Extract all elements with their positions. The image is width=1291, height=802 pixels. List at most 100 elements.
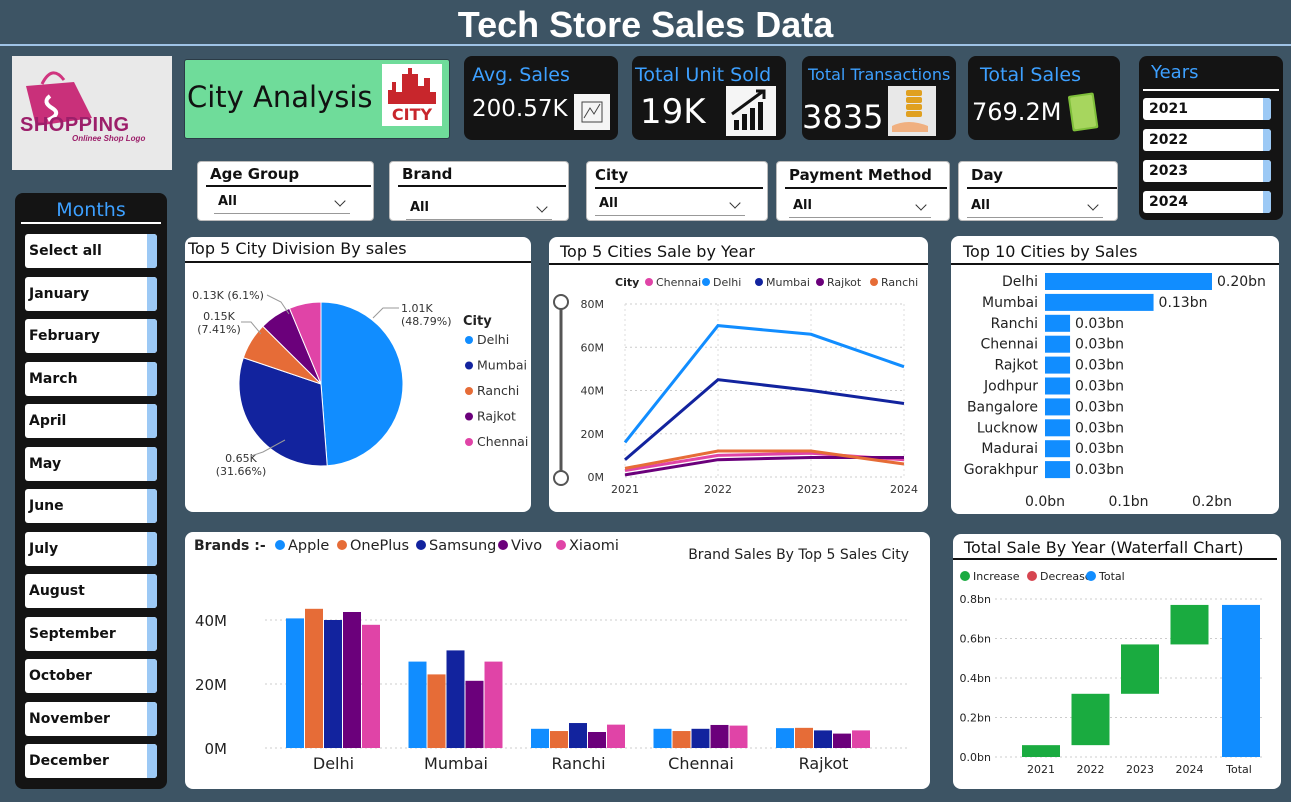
pie-data-percent: (48.79%) <box>401 315 452 328</box>
bar-ranchi <box>1045 314 1071 332</box>
month-option[interactable]: December <box>25 744 157 778</box>
y-tick-label: 80M <box>581 298 605 311</box>
bar-category-label: Bangalore <box>967 399 1038 415</box>
bar-xiaomi-ranchi <box>607 724 625 748</box>
pie-legend-item: Mumbai <box>477 358 527 373</box>
day-dropdown[interactable]: All <box>967 194 1103 218</box>
pie-data-label: 1.01K <box>401 302 433 315</box>
waterfall-chart: Increase Decrease Total 0.0bn 0.2bn 0.4bn 0.6b… <box>960 570 1265 776</box>
waterfall-chart-panel: Total Sale By Year (Waterfall Chart) Inc… <box>953 534 1281 789</box>
x-tick-label: Chennai <box>668 754 734 773</box>
bar-category-label: Lucknow <box>977 420 1038 436</box>
bar-category-label: Mumbai <box>982 295 1038 311</box>
month-option[interactable]: January <box>25 276 157 311</box>
year-option[interactable]: 2022 <box>1143 129 1271 151</box>
bar-oneplus-ranchi <box>550 731 568 748</box>
y-tick-label: 0.0bn <box>960 751 991 764</box>
filter-divider <box>785 187 947 189</box>
brand-chart-panel: Brands :- Apple OnePlus Samsung Vivo Xiaomi Br… <box>185 532 930 789</box>
bar-samsung-chennai <box>691 728 710 748</box>
filter-label: City <box>595 166 629 184</box>
bar-category-label: Madurai <box>981 441 1038 457</box>
panel-divider <box>951 263 1279 265</box>
month-option[interactable]: November <box>25 701 157 736</box>
month-option[interactable]: March <box>25 361 157 396</box>
y-tick-label: 20M <box>581 428 605 441</box>
brand-legend-item: Vivo <box>511 538 542 554</box>
bar-apple-ranchi <box>531 728 549 748</box>
chevron-down-icon <box>915 199 927 211</box>
growth-chart-icon <box>726 86 776 136</box>
bar-oneplus-chennai <box>672 731 691 748</box>
chevron-down-icon <box>536 201 548 213</box>
month-option[interactable]: September <box>25 616 157 651</box>
payment-method-dropdown[interactable]: All <box>789 194 931 218</box>
month-option[interactable]: May <box>25 446 157 481</box>
year-option[interactable]: 2023 <box>1143 160 1271 182</box>
bar-samsung-rajkot <box>814 730 832 748</box>
month-option[interactable]: Select all <box>25 234 157 268</box>
chevron-down-icon <box>334 195 346 207</box>
bar-oneplus-delhi <box>305 608 323 748</box>
dropdown-value: All <box>599 196 618 211</box>
x-tick-label: 2022 <box>704 483 732 496</box>
pie-slice-delhi <box>320 301 404 467</box>
filter-label: Brand <box>402 165 453 183</box>
x-tick-label: 0.1bn <box>1108 494 1148 510</box>
months-slicer-title: Months <box>56 199 126 221</box>
x-tick-label: 0.2bn <box>1192 494 1232 510</box>
x-tick-label: 2023 <box>797 483 825 496</box>
bar-data-label: 0.13bn <box>1159 295 1208 311</box>
bar-vivo-ranchi <box>588 732 606 748</box>
bar-gorakhpur <box>1045 461 1071 479</box>
x-tick-label: Ranchi <box>551 754 605 773</box>
top10-bar-chart: Delhi 0.20bn Mumbai 0.13bn Ranchi 0.03bn Chenn… <box>964 273 1266 510</box>
x-tick-label: Delhi <box>313 754 354 773</box>
bar-category-label: Rajkot <box>994 358 1038 374</box>
title-divider <box>0 44 1291 46</box>
legend-marker <box>465 387 473 395</box>
y-tick-label: 60M <box>581 341 605 354</box>
year-option[interactable]: 2021 <box>1143 98 1271 120</box>
y-tick-label: 40M <box>195 612 227 630</box>
pie-legend-item: Ranchi <box>477 383 519 398</box>
month-option[interactable]: June <box>25 489 157 523</box>
bar-oneplus-mumbai <box>427 674 446 748</box>
range-slider-handle <box>553 470 569 486</box>
legend-marker <box>465 361 473 370</box>
line-chart-panel: Top 5 Cities Sale by Year City Chennai Del… <box>549 237 928 512</box>
filter-brand: Brand All <box>389 161 569 221</box>
bar-mumbai <box>1045 293 1154 311</box>
range-slider-handle <box>553 294 569 310</box>
bar-xiaomi-chennai <box>729 725 748 748</box>
years-divider <box>1143 89 1279 91</box>
age-group-dropdown[interactable]: All <box>214 190 350 214</box>
panel-divider <box>185 261 531 263</box>
pie-legend-item: Rajkot <box>477 409 516 424</box>
month-option[interactable]: October <box>25 659 157 693</box>
brand-legend-item: Apple <box>288 538 329 554</box>
pie-legend-item: Delhi <box>477 332 509 347</box>
brand-legend-item: Xiaomi <box>569 538 619 554</box>
month-option[interactable]: February <box>25 319 157 353</box>
month-option[interactable]: July <box>25 531 157 566</box>
kpi-total-sales: Total Sales 769.2M <box>968 56 1120 140</box>
month-option[interactable]: August <box>25 574 157 608</box>
month-option[interactable]: April <box>25 404 157 438</box>
kpi-label: Total Sales <box>980 64 1081 86</box>
legend-marker <box>498 540 508 550</box>
legend-marker <box>755 278 763 286</box>
x-tick-label: Mumbai <box>424 754 488 773</box>
brand-legend-item: Samsung <box>429 538 496 554</box>
bar-samsung-delhi <box>324 620 342 748</box>
legend-marker <box>960 571 970 581</box>
city-analysis-card[interactable]: City Analysis CITY <box>184 59 450 139</box>
bar-data-label: 0.03bn <box>1075 358 1124 374</box>
pie-chart: 1.01K(48.79%) 0.65K(31.66%) 0.15K(7.41%) 0.… <box>192 289 528 478</box>
city-dropdown[interactable]: All <box>595 192 745 216</box>
filter-label: Age Group <box>210 165 300 183</box>
line-series-ranchi <box>624 449 905 470</box>
year-option[interactable]: 2024 <box>1143 191 1271 213</box>
kpi-value: 200.57K <box>472 96 568 122</box>
brand-dropdown[interactable]: All <box>406 196 552 220</box>
